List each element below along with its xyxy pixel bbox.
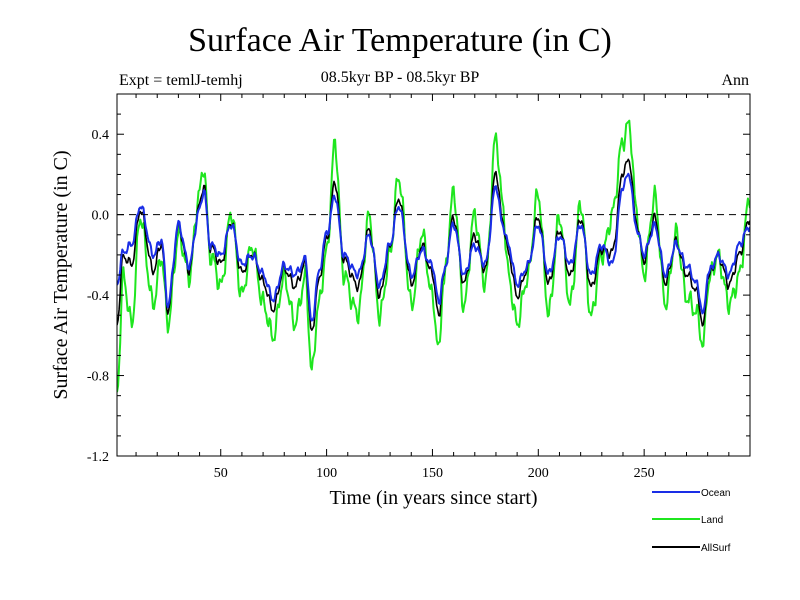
y-tick-label: 0.0: [92, 209, 110, 224]
x-tick-label: 50: [214, 466, 228, 481]
x-axis-label: Time (in years since start): [329, 487, 537, 509]
x-tick-label: 200: [528, 466, 549, 481]
legend-label-allsurf: AllSurf: [701, 543, 731, 554]
y-tick-label: -1.2: [87, 450, 109, 465]
legend-label-land: Land: [701, 515, 723, 526]
chart-subtitle: 08.5kyr BP - 08.5kyr BP: [320, 69, 480, 86]
series-line-land: [117, 119, 750, 393]
period-label: Ann: [721, 72, 749, 89]
experiment-label: Expt = temlJ-temhj: [119, 72, 243, 89]
series-layer: [117, 119, 750, 393]
x-tick-label: 150: [422, 466, 443, 481]
y-tick-label: 0.4: [92, 128, 110, 143]
x-tick-label: 100: [316, 466, 337, 481]
legend-label-ocean: Ocean: [701, 488, 730, 499]
y-axis-label: Surface Air Temperature (in C): [50, 150, 72, 399]
y-axis: -1.2 -0.8 -0.4 0.0 0.4: [87, 93, 750, 465]
legend: Ocean Land AllSurf: [652, 488, 731, 554]
series-line-allsurf: [117, 158, 750, 331]
chart-title: Surface Air Temperature (in C): [188, 22, 612, 59]
x-tick-label: 250: [634, 466, 655, 481]
x-axis: 50 100 150 200 250: [135, 94, 730, 481]
y-tick-label: -0.4: [87, 289, 109, 304]
series-line-ocean: [117, 172, 750, 322]
y-tick-label: -0.8: [87, 370, 109, 385]
